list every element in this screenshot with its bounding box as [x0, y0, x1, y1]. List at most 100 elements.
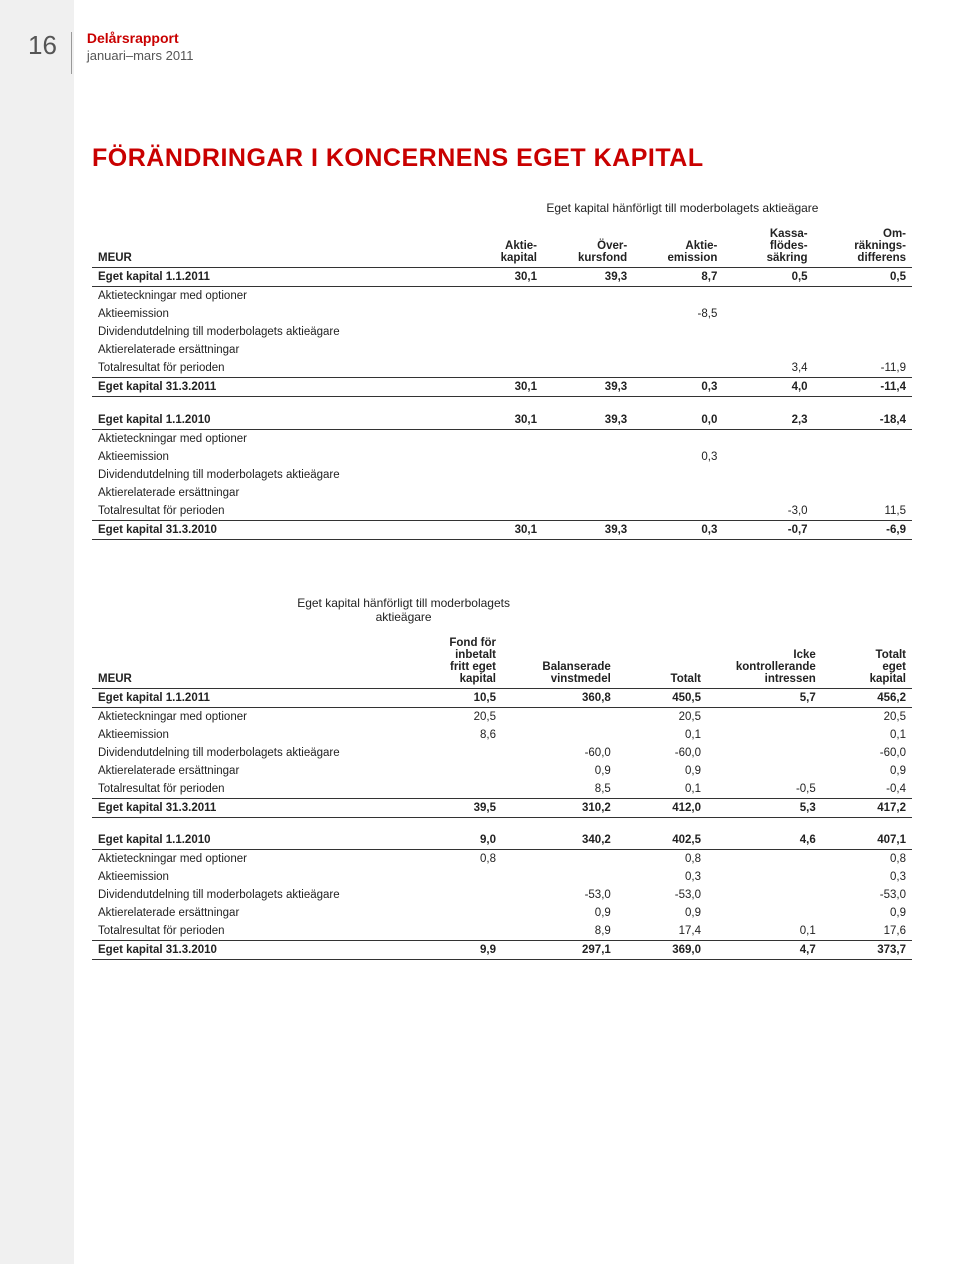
page-header: 16 Delårsrapport januari–mars 2011 — [0, 0, 960, 74]
cell — [723, 429, 813, 448]
row-label: Totalresultat för perioden — [92, 502, 453, 521]
cell — [723, 448, 813, 466]
opening-row: Eget kapital 1.1.201030,139,30,02,3-18,4 — [92, 411, 912, 430]
table-row: Dividendutdelning till moderbolagets akt… — [92, 886, 912, 904]
closing-row: Eget kapital 31.3.201139,5310,2412,05,34… — [92, 798, 912, 817]
cell: 297,1 — [502, 941, 617, 960]
cell: 0,5 — [814, 268, 912, 287]
row-label: Aktierelaterade ersättningar — [92, 484, 453, 502]
cell — [633, 359, 723, 378]
cell: 340,2 — [502, 831, 617, 850]
cell — [453, 502, 543, 521]
table1-header-row: MEURAktie-kapitalÖver-kursfondAktie-emis… — [92, 225, 912, 268]
cell — [543, 359, 633, 378]
cell: 0,5 — [723, 268, 813, 287]
cell — [453, 341, 543, 359]
cell — [707, 707, 822, 726]
cell: -6,9 — [814, 520, 912, 539]
cell: 3,4 — [723, 359, 813, 378]
row-label: Aktieemission — [92, 868, 404, 886]
cell: -53,0 — [822, 886, 912, 904]
cell: 39,3 — [543, 268, 633, 287]
row-label: Eget kapital 31.3.2011 — [92, 798, 404, 817]
cell: 412,0 — [617, 798, 707, 817]
row-label: Eget kapital 31.3.2010 — [92, 520, 453, 539]
cell: 9,9 — [404, 941, 502, 960]
cell: 0,1 — [617, 780, 707, 799]
cell: 20,5 — [617, 707, 707, 726]
cell: 30,1 — [453, 268, 543, 287]
cell: 310,2 — [502, 798, 617, 817]
row-label: Dividendutdelning till moderbolagets akt… — [92, 466, 453, 484]
cell: -0,7 — [723, 520, 813, 539]
cell: -0,5 — [707, 780, 822, 799]
cell — [404, 886, 502, 904]
cell — [707, 762, 822, 780]
table-row: Aktieteckningar med optioner0,80,80,8 — [92, 850, 912, 869]
table-row: Aktieteckningar med optioner — [92, 429, 912, 448]
table-row: Aktierelaterade ersättningar — [92, 341, 912, 359]
cell — [633, 484, 723, 502]
row-label: Totalresultat för perioden — [92, 780, 404, 799]
cell: 4,7 — [707, 941, 822, 960]
cell — [543, 323, 633, 341]
cell — [543, 484, 633, 502]
cell — [543, 287, 633, 306]
col-header: Ickekontrollerandeintressen — [707, 634, 822, 689]
header-divider — [71, 32, 72, 74]
cell: 369,0 — [617, 941, 707, 960]
cell — [814, 305, 912, 323]
cell: 17,4 — [617, 922, 707, 941]
cell: -60,0 — [822, 744, 912, 762]
table-row: Totalresultat för perioden3,4-11,9 — [92, 359, 912, 378]
cell: 0,9 — [617, 762, 707, 780]
closing-row: Eget kapital 31.3.201030,139,30,3-0,7-6,… — [92, 520, 912, 539]
cell — [814, 484, 912, 502]
table2-head: MEURFond förinbetaltfritt egetkapitalBal… — [92, 634, 912, 689]
cell — [633, 341, 723, 359]
cell: 0,1 — [617, 726, 707, 744]
table-row: Aktieemission8,60,10,1 — [92, 726, 912, 744]
col-header: Fond förinbetaltfritt egetkapital — [404, 634, 502, 689]
table1-head: MEURAktie-kapitalÖver-kursfondAktie-emis… — [92, 225, 912, 268]
cell: -53,0 — [617, 886, 707, 904]
cell — [404, 922, 502, 941]
cell: 8,5 — [502, 780, 617, 799]
cell: 0,1 — [822, 726, 912, 744]
cell: 402,5 — [617, 831, 707, 850]
cell — [404, 904, 502, 922]
row-label: Aktierelaterade ersättningar — [92, 762, 404, 780]
row-label: Eget kapital 1.1.2010 — [92, 831, 404, 850]
cell — [543, 502, 633, 521]
row-label: Dividendutdelning till moderbolagets akt… — [92, 744, 404, 762]
cell — [543, 305, 633, 323]
cell — [453, 466, 543, 484]
cell: 0,8 — [822, 850, 912, 869]
cell — [707, 726, 822, 744]
cell: 0,0 — [633, 411, 723, 430]
cell — [723, 287, 813, 306]
cell — [707, 904, 822, 922]
cell: 39,5 — [404, 798, 502, 817]
row-label: Totalresultat för perioden — [92, 359, 453, 378]
table-row: Aktierelaterade ersättningar0,90,90,9 — [92, 762, 912, 780]
row-label: Eget kapital 1.1.2010 — [92, 411, 453, 430]
row-label: Eget kapital 1.1.2011 — [92, 268, 453, 287]
opening-row: Eget kapital 1.1.201110,5360,8450,55,745… — [92, 688, 912, 707]
cell — [707, 868, 822, 886]
table-row: Aktieteckningar med optioner — [92, 287, 912, 306]
cell: 0,9 — [502, 762, 617, 780]
cell: 0,3 — [617, 868, 707, 886]
cell — [543, 448, 633, 466]
cell — [814, 287, 912, 306]
cell — [723, 323, 813, 341]
cell: -11,4 — [814, 378, 912, 397]
cell — [633, 502, 723, 521]
table2-body: Eget kapital 1.1.201110,5360,8450,55,745… — [92, 688, 912, 960]
cell — [633, 429, 723, 448]
cell: 5,7 — [707, 688, 822, 707]
cell — [453, 287, 543, 306]
cell: 2,3 — [723, 411, 813, 430]
table-row: Aktierelaterade ersättningar — [92, 484, 912, 502]
section-title: FÖRÄNDRINGAR I KONCERNENS EGET KAPITAL — [92, 144, 912, 173]
